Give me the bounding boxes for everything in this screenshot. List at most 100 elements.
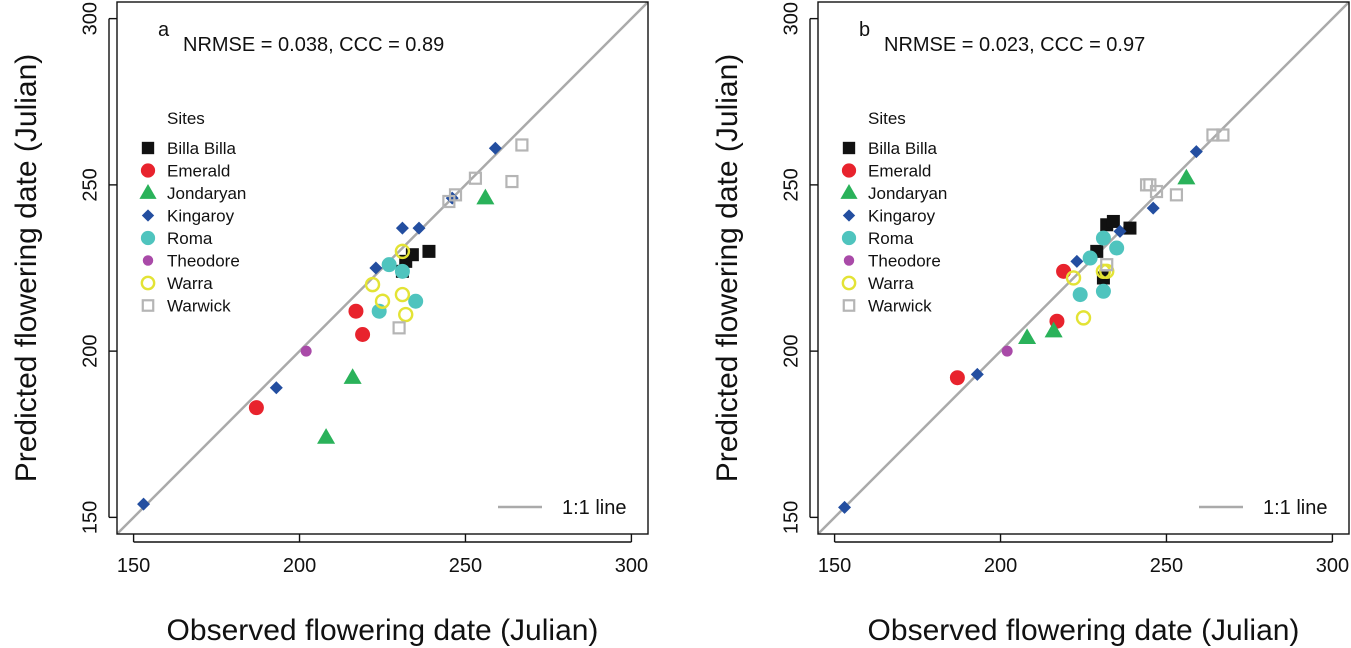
legend-marker-warra: [140, 275, 156, 291]
legend-label: Billa Billa: [868, 139, 938, 158]
point-roma: [381, 257, 397, 273]
legend-label: Warwick: [167, 297, 231, 316]
legend: Sites Billa Billa Emerald Jondaryan Kingaroy…: [840, 109, 947, 316]
y-tick-label: 300: [79, 2, 101, 35]
point-kingaroy: [970, 367, 984, 381]
point-warwick: [1169, 188, 1184, 202]
point-warwick: [1216, 128, 1230, 142]
x-tick-label: 150: [117, 555, 150, 577]
legend-item[interactable]: Warra: [841, 274, 914, 293]
point-kingaroy: [269, 381, 283, 395]
y-tick-label: 150: [79, 501, 101, 534]
point-billa-billa: [422, 244, 436, 258]
legend-marker-jondaryan: [840, 183, 858, 199]
panel-letter: a: [158, 19, 170, 41]
point-kingaroy: [1070, 254, 1084, 268]
point-kingaroy: [369, 261, 383, 275]
point-emerald: [355, 327, 371, 342]
point-kingaroy: [1189, 145, 1203, 159]
legend-marker-kingaroy: [141, 209, 155, 222]
point-warwick: [515, 138, 529, 152]
legend-item[interactable]: Billa Billa: [842, 139, 938, 158]
point-jondaryan: [476, 188, 495, 205]
legend-item[interactable]: Roma: [140, 229, 213, 248]
data-points: [838, 128, 1230, 514]
legend-item[interactable]: Theodore: [142, 252, 240, 271]
point-kingaroy: [1146, 201, 1160, 215]
one-to-one-line: [818, 2, 1349, 534]
point-jondaryan: [343, 368, 362, 384]
point-jondaryan: [1044, 321, 1063, 338]
legend-item[interactable]: Warwick: [842, 297, 932, 316]
point-warra: [374, 293, 391, 309]
point-warwick: [442, 194, 456, 209]
line-legend-label: 1:1 line: [1263, 497, 1328, 519]
point-theodore: [1001, 345, 1013, 357]
legend-label: Theodore: [167, 252, 240, 271]
point-jondaryan: [1177, 168, 1196, 185]
legend-marker-theodore: [142, 255, 154, 266]
point-warra: [1075, 310, 1092, 326]
point-roma: [1095, 283, 1111, 299]
legend-item[interactable]: Emerald: [140, 162, 230, 181]
legend-label: Warra: [868, 274, 914, 293]
line-legend-label: 1:1 line: [562, 497, 627, 519]
point-kingaroy: [1113, 224, 1127, 238]
legend: Sites Billa Billa Emerald Jondaryan Kingaroy…: [139, 109, 246, 316]
y-tick-label: 150: [780, 501, 802, 534]
legend-item[interactable]: Theodore: [843, 252, 941, 271]
legend-label: Warra: [167, 274, 213, 293]
legend-label: Roma: [868, 229, 914, 248]
point-emerald: [949, 370, 965, 386]
legend-item[interactable]: Jondaryan: [840, 183, 947, 203]
point-emerald: [248, 400, 264, 416]
point-warwick: [1100, 258, 1114, 272]
point-warwick: [392, 321, 406, 335]
x-tick-label: 300: [1316, 555, 1349, 577]
legend-marker-emerald: [841, 163, 857, 178]
point-warra: [1099, 263, 1115, 280]
legend-title: Sites: [167, 109, 205, 128]
legend-item[interactable]: Emerald: [841, 162, 931, 181]
legend-title: Sites: [868, 109, 906, 128]
x-tick-label: 250: [449, 555, 482, 577]
legend-label: Emerald: [868, 162, 931, 181]
panel-letter: b: [859, 19, 870, 41]
legend-label: Kingaroy: [167, 207, 235, 226]
x-tick-label: 200: [984, 555, 1017, 577]
legend-item[interactable]: Kingaroy: [141, 207, 235, 226]
legend-label: Roma: [167, 229, 213, 248]
legend-marker-warra: [841, 275, 857, 291]
legend-item[interactable]: Warwick: [141, 297, 231, 316]
legend-marker-billa-billa: [842, 141, 856, 155]
data-points: [137, 138, 529, 511]
y-tick-label: 250: [780, 168, 802, 201]
stats-text: NRMSE = 0.023, CCC = 0.97: [884, 34, 1145, 56]
point-warra: [394, 286, 411, 303]
point-roma: [408, 293, 424, 309]
panel-a: 150 200 250 300 150 200 250 300 Observed floweri…: [10, 1, 649, 647]
stats-text: NRMSE = 0.038, CCC = 0.89: [183, 34, 444, 56]
y-tick-label: 200: [79, 334, 101, 367]
legend-label: Billa Billa: [167, 139, 237, 158]
point-roma: [1109, 240, 1125, 256]
legend-item[interactable]: Warra: [140, 274, 213, 293]
legend-item[interactable]: Kingaroy: [842, 207, 936, 226]
legend-marker-billa-billa: [141, 141, 155, 155]
point-emerald: [1056, 263, 1072, 279]
point-warra: [398, 306, 414, 323]
legend-item[interactable]: Roma: [841, 229, 914, 248]
y-tick-label: 200: [780, 334, 802, 367]
point-warra: [394, 243, 411, 260]
y-tick-label: 300: [780, 2, 802, 35]
x-tick-label: 200: [283, 555, 316, 577]
legend-marker-roma: [841, 230, 857, 246]
point-warra: [364, 276, 381, 293]
point-warwick: [1149, 184, 1164, 199]
panel-b: 150 200 250 300 150 200 250 300 Observed floweri…: [711, 1, 1350, 647]
legend-item[interactable]: Billa Billa: [141, 139, 237, 158]
point-roma: [1095, 230, 1111, 246]
y-axis-title: Predicted flowering date (Julian): [711, 54, 744, 483]
legend-item[interactable]: Jondaryan: [139, 183, 246, 203]
